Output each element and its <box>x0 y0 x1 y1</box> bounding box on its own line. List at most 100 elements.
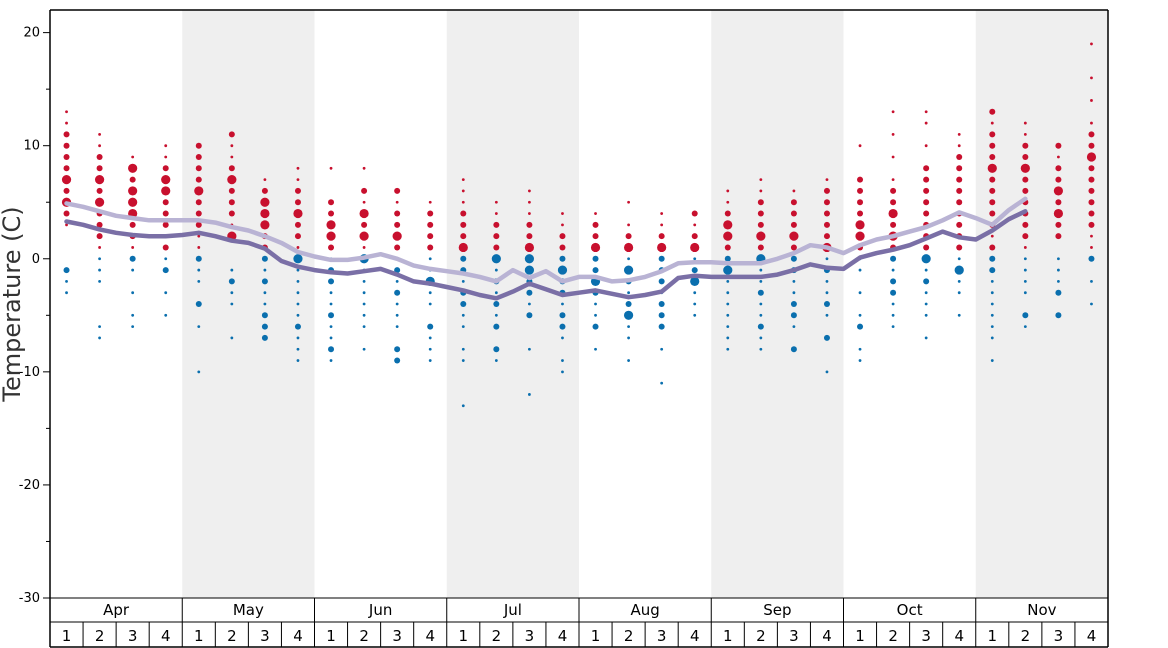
low-temp-dot <box>623 310 634 320</box>
high-temp-dot <box>990 234 994 238</box>
high-temp-dot <box>228 187 235 194</box>
low-temp-dot <box>394 289 401 296</box>
low-temp-dot <box>561 359 564 362</box>
week-label: 4 <box>690 627 700 645</box>
low-temp-dot <box>625 301 632 307</box>
low-temp-dot <box>726 336 730 340</box>
low-temp-dot <box>693 291 697 295</box>
high-temp-dot <box>989 199 996 206</box>
low-temp-dot <box>891 325 895 329</box>
low-temp-dot <box>658 278 665 285</box>
low-temp-dot <box>461 347 465 351</box>
high-temp-dot <box>98 144 101 148</box>
high-temp-dot <box>162 221 169 228</box>
high-temp-dot <box>96 233 103 240</box>
low-temp-dot <box>493 346 500 353</box>
low-temp-dot <box>164 313 168 317</box>
high-temp-dot <box>1022 221 1029 228</box>
high-temp-dot <box>162 199 169 206</box>
week-label: 4 <box>822 627 832 645</box>
high-temp-dot <box>230 155 234 159</box>
low-temp-dot <box>823 301 830 307</box>
high-temp-dot <box>1090 121 1093 125</box>
low-temp-dot <box>957 291 961 295</box>
low-temp-dot <box>394 346 401 353</box>
high-temp-dot <box>957 132 961 136</box>
low-temp-dot <box>559 255 566 262</box>
high-temp-dot <box>359 208 369 219</box>
high-temp-dot <box>394 187 401 194</box>
low-temp-dot <box>296 302 300 306</box>
high-temp-dot <box>757 210 764 217</box>
high-temp-dot <box>260 208 270 219</box>
month-band-jul <box>446 10 579 598</box>
week-label: 1 <box>194 627 204 645</box>
high-temp-dot <box>1022 142 1029 149</box>
high-temp-dot <box>460 221 467 228</box>
week-label: 2 <box>756 627 766 645</box>
high-temp-dot <box>296 166 300 170</box>
low-temp-dot <box>623 265 634 275</box>
high-temp-dot <box>228 165 235 172</box>
week-label: 2 <box>227 627 237 645</box>
low-temp-dot <box>1023 268 1027 272</box>
low-temp-dot <box>924 313 928 317</box>
low-temp-dot <box>261 312 268 319</box>
low-temp-dot <box>690 276 700 286</box>
month-label: Apr <box>103 601 130 619</box>
high-temp-dot <box>1055 176 1062 183</box>
high-temp-dot <box>493 221 500 228</box>
low-temp-dot <box>131 313 135 317</box>
low-temp-dot <box>461 359 465 362</box>
low-temp-dot <box>693 313 697 317</box>
week-label: 2 <box>888 627 898 645</box>
week-label: 4 <box>1087 627 1097 645</box>
low-temp-dot <box>627 291 630 295</box>
low-temp-dot <box>195 301 202 307</box>
low-temp-dot <box>660 347 664 351</box>
high-temp-dot <box>956 154 963 160</box>
low-temp-dot <box>759 347 763 351</box>
y-tick-label: -10 <box>19 365 40 380</box>
high-temp-dot <box>195 176 202 183</box>
low-temp-dot <box>494 291 498 295</box>
low-temp-dot <box>263 302 267 306</box>
low-temp-dot <box>362 302 366 306</box>
y-axis-title: Temperature (C) <box>0 206 26 402</box>
low-temp-dot <box>858 268 862 272</box>
high-temp-dot <box>1055 199 1062 206</box>
high-temp-dot <box>723 220 733 230</box>
high-temp-dot <box>891 178 895 182</box>
high-temp-dot <box>1022 154 1029 160</box>
low-temp-dot <box>98 257 101 261</box>
high-temp-dot <box>857 176 864 183</box>
week-label: 3 <box>392 627 402 645</box>
high-temp-dot <box>956 187 963 194</box>
high-temp-dot <box>1088 131 1095 138</box>
low-temp-dot <box>493 323 500 330</box>
high-temp-dot <box>559 244 566 251</box>
week-label: 1 <box>988 627 998 645</box>
high-temp-dot <box>359 231 369 241</box>
month-band-nov <box>975 10 1108 598</box>
low-temp-dot <box>594 347 597 351</box>
high-temp-dot <box>194 186 204 196</box>
low-temp-dot <box>63 267 70 274</box>
low-temp-dot <box>759 268 763 272</box>
low-temp-dot <box>592 267 599 274</box>
low-temp-dot <box>395 302 399 306</box>
high-temp-dot <box>63 210 70 217</box>
low-temp-dot <box>858 291 862 295</box>
high-temp-dot <box>592 221 599 228</box>
high-temp-dot <box>494 200 498 204</box>
high-temp-dot <box>693 223 697 227</box>
high-temp-dot <box>1090 246 1093 249</box>
low-temp-dot <box>428 302 432 306</box>
low-temp-dot <box>594 302 597 306</box>
low-temp-dot <box>428 347 432 351</box>
high-temp-dot <box>956 199 963 206</box>
high-temp-dot <box>723 231 733 241</box>
low-temp-dot <box>131 268 135 272</box>
high-temp-dot <box>294 199 301 206</box>
low-temp-dot <box>790 346 797 353</box>
